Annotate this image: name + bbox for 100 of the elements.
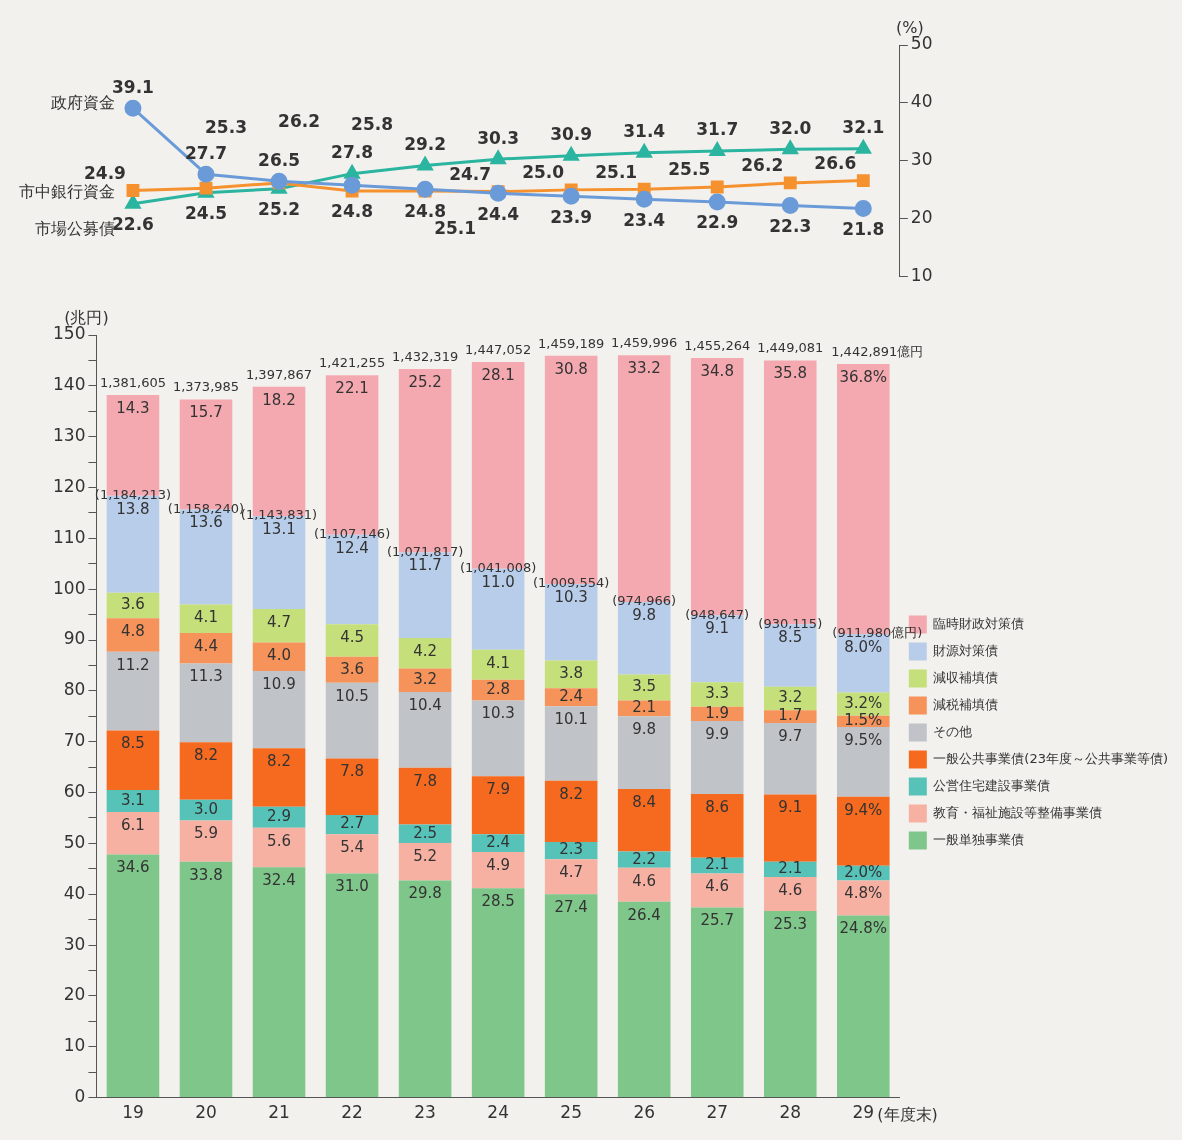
x-tick-label: 23 bbox=[414, 1102, 436, 1123]
data-label: 30.3 bbox=[477, 127, 520, 148]
annotation: 10.9 bbox=[262, 674, 296, 693]
annotation: 3.2 bbox=[413, 670, 438, 689]
annotation: 2.7 bbox=[340, 814, 364, 833]
annotation: 1,381,605 bbox=[99, 374, 167, 390]
annotation: 2.4 bbox=[486, 833, 511, 852]
data-label: 25.3 bbox=[205, 116, 247, 137]
data-label: 26.2 bbox=[741, 155, 784, 176]
annotation: 9.1 bbox=[778, 798, 803, 817]
annotation: 34.8 bbox=[700, 361, 734, 380]
data-label: 29.2 bbox=[404, 133, 447, 154]
data-label: 24.9 bbox=[83, 162, 126, 183]
y-tick-label: 110 bbox=[52, 526, 86, 547]
annotation: 5.9 bbox=[194, 824, 218, 843]
legend-label: 臨時財政対策債 bbox=[933, 615, 1025, 631]
data-label: 32.1 bbox=[842, 117, 885, 138]
annotation: 10.3 bbox=[554, 588, 588, 607]
annotation: 3.2% bbox=[844, 693, 883, 712]
data-label: 24.8 bbox=[331, 201, 374, 222]
legend-label: 一般公共事業債(23年度～公共事業等債) bbox=[933, 750, 1168, 766]
x-tick-label: 20 bbox=[195, 1102, 217, 1123]
x-tick-label: 29 bbox=[852, 1102, 875, 1123]
annotation: 1,421,255 bbox=[318, 355, 386, 371]
data-label: 24.7 bbox=[449, 164, 492, 185]
annotation: 14.3 bbox=[116, 398, 150, 417]
annotation: 4.1 bbox=[486, 653, 511, 672]
data-label: 23.4 bbox=[623, 209, 666, 230]
annotation: 25.3 bbox=[773, 914, 807, 933]
annotation: 11.7 bbox=[408, 556, 442, 575]
annotation: (930,115) bbox=[758, 615, 823, 631]
annotation: 3.1 bbox=[121, 790, 145, 809]
annotation: 3.5 bbox=[632, 677, 657, 696]
annotation: 2.1 bbox=[632, 698, 657, 717]
annotation: 9.9 bbox=[705, 724, 730, 743]
y-tick-label: 50 bbox=[63, 831, 86, 852]
annotation: 3.8 bbox=[559, 664, 584, 683]
annotation: 1.5% bbox=[844, 711, 883, 730]
data-label: 26.6 bbox=[814, 153, 857, 174]
y-tick-label: 70 bbox=[63, 730, 86, 751]
data-label: 26.2 bbox=[278, 111, 321, 132]
data-label: 22.9 bbox=[696, 212, 739, 233]
annotation: 1,459,996 bbox=[611, 335, 678, 351]
annotation: 15.7 bbox=[189, 403, 223, 422]
annotation: 2.2 bbox=[632, 849, 657, 868]
y-axis-title: (兆円) bbox=[64, 308, 109, 328]
annotation: 1,432,319 bbox=[392, 348, 459, 364]
data-label: 25.1 bbox=[595, 161, 638, 182]
annotation: 35.8 bbox=[773, 364, 807, 383]
y-tick-label: 30 bbox=[63, 933, 86, 954]
y-tick-label: 130 bbox=[52, 425, 86, 446]
annotation: 8.2 bbox=[194, 746, 218, 765]
annotation: (1,009,554) bbox=[533, 575, 610, 591]
annotation: 4.7 bbox=[267, 612, 291, 631]
annotation: 1.9 bbox=[705, 703, 730, 722]
annotation: 2.1 bbox=[705, 855, 730, 874]
annotation: 24.8% bbox=[839, 919, 888, 938]
annotation: 5.4 bbox=[340, 838, 364, 857]
annotation: 4.5 bbox=[340, 628, 364, 647]
y-axis-title: (%) bbox=[895, 18, 924, 38]
annotation: 5.2 bbox=[413, 846, 438, 865]
legend-label: 一般単独事業債 bbox=[933, 831, 1025, 847]
y-tick-label: 20 bbox=[910, 207, 933, 228]
legend-label: 公営住宅建設事業債 bbox=[933, 777, 1051, 793]
annotation: 28.1 bbox=[481, 365, 515, 384]
annotation: 25.2 bbox=[408, 372, 442, 391]
data-label: 25.8 bbox=[351, 113, 394, 134]
annotation: 4.6 bbox=[705, 877, 730, 896]
data-label: 21.8 bbox=[842, 218, 885, 239]
annotation: 4.8% bbox=[844, 884, 883, 903]
y-tick-label: 10 bbox=[910, 265, 933, 286]
annotation: 36.8% bbox=[839, 367, 888, 386]
legend-label: 財源対策債 bbox=[933, 642, 999, 658]
annotation: 5.6 bbox=[267, 831, 291, 850]
annotation: 1,459,189 bbox=[538, 335, 605, 351]
annotation: 31.0 bbox=[335, 877, 369, 896]
y-tick-label: 30 bbox=[910, 149, 933, 170]
x-tick-label: 26 bbox=[633, 1102, 656, 1123]
annotation: 9.8 bbox=[632, 720, 657, 739]
legend-label: その他 bbox=[933, 723, 973, 739]
annotation: 11.3 bbox=[189, 667, 223, 686]
data-label: 22.3 bbox=[769, 215, 812, 236]
annotation: 7.8 bbox=[413, 771, 438, 790]
data-label: 24.4 bbox=[477, 203, 520, 224]
annotation: 4.0 bbox=[267, 646, 291, 665]
legend-label: 減収補填債 bbox=[933, 669, 999, 685]
annotation: 32.4 bbox=[262, 871, 296, 890]
annotation: 10.5 bbox=[335, 686, 369, 705]
annotation: 3.6 bbox=[340, 659, 364, 678]
annotation: 8.2 bbox=[559, 784, 584, 803]
annotation: 9.4% bbox=[844, 800, 883, 819]
annotation: 29.8 bbox=[408, 884, 442, 903]
annotation: 2.3 bbox=[559, 840, 584, 859]
x-tick-label: 19 bbox=[122, 1102, 144, 1123]
annotation: (948,647) bbox=[685, 606, 750, 622]
annotation: 1,397,867 bbox=[245, 366, 313, 382]
legend-label: 減税補填債 bbox=[933, 696, 999, 712]
annotation: 13.1 bbox=[262, 519, 296, 538]
annotation: 8.5 bbox=[121, 734, 145, 753]
annotation: 3.3 bbox=[705, 684, 730, 703]
